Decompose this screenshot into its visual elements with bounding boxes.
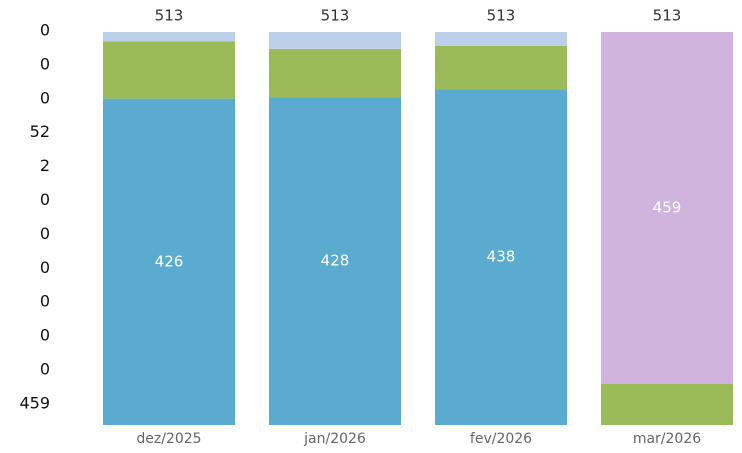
total-label: 513: [155, 7, 184, 25]
side-value: 0: [40, 88, 50, 107]
side-value: 0: [40, 224, 50, 243]
total-label: 513: [321, 7, 350, 25]
side-value: 0: [40, 190, 50, 209]
side-value: 459: [19, 393, 50, 412]
bar-segment: [269, 32, 401, 49]
side-value: 0: [40, 21, 50, 40]
x-tick-label: dez/2025: [136, 431, 201, 447]
side-value: 52: [30, 122, 50, 141]
bar-segment: [103, 32, 235, 42]
data-label: 426: [155, 252, 184, 270]
x-tick-label: mar/2026: [633, 431, 701, 447]
side-value: 0: [40, 360, 50, 379]
side-value: 0: [40, 326, 50, 345]
side-value: 0: [40, 258, 50, 277]
data-label: 459: [653, 198, 682, 216]
side-value: 0: [40, 54, 50, 73]
bar-segment: [435, 89, 567, 425]
data-label: 438: [487, 248, 516, 266]
bar-segment: [601, 383, 733, 425]
x-tick-label: jan/2026: [303, 431, 366, 447]
side-value: 0: [40, 292, 50, 311]
bar-segment: [269, 48, 401, 98]
total-label: 513: [653, 7, 682, 25]
bar-segment: [269, 97, 401, 426]
x-tick-label: fev/2026: [470, 431, 532, 447]
bar-segment: [103, 98, 235, 426]
bar-segment: [435, 32, 567, 46]
data-label: 428: [321, 252, 350, 270]
side-value: 2: [40, 156, 50, 175]
total-label: 513: [487, 7, 516, 25]
bar-segment: [103, 41, 235, 99]
bar-segment: [601, 32, 733, 384]
bar-segment: [435, 45, 567, 90]
